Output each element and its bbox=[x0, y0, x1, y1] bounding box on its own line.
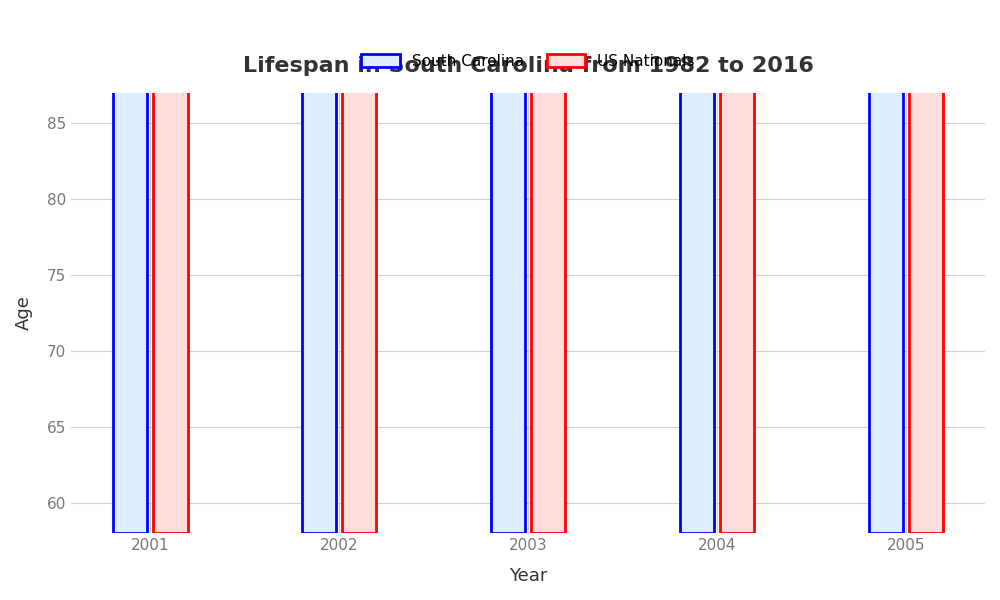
Bar bbox=[531, 0, 565, 533]
Bar bbox=[113, 0, 147, 533]
Bar bbox=[869, 0, 903, 533]
X-axis label: Year: Year bbox=[509, 567, 547, 585]
Title: Lifespan in South Carolina from 1982 to 2016: Lifespan in South Carolina from 1982 to … bbox=[243, 56, 814, 76]
Bar bbox=[491, 0, 525, 533]
Legend: South Carolina, US Nationals: South Carolina, US Nationals bbox=[355, 47, 701, 75]
Bar bbox=[909, 0, 943, 533]
Bar bbox=[153, 0, 188, 533]
Bar bbox=[720, 0, 754, 533]
Bar bbox=[342, 0, 376, 533]
Y-axis label: Age: Age bbox=[15, 296, 33, 331]
Bar bbox=[302, 0, 336, 533]
Bar bbox=[680, 0, 714, 533]
